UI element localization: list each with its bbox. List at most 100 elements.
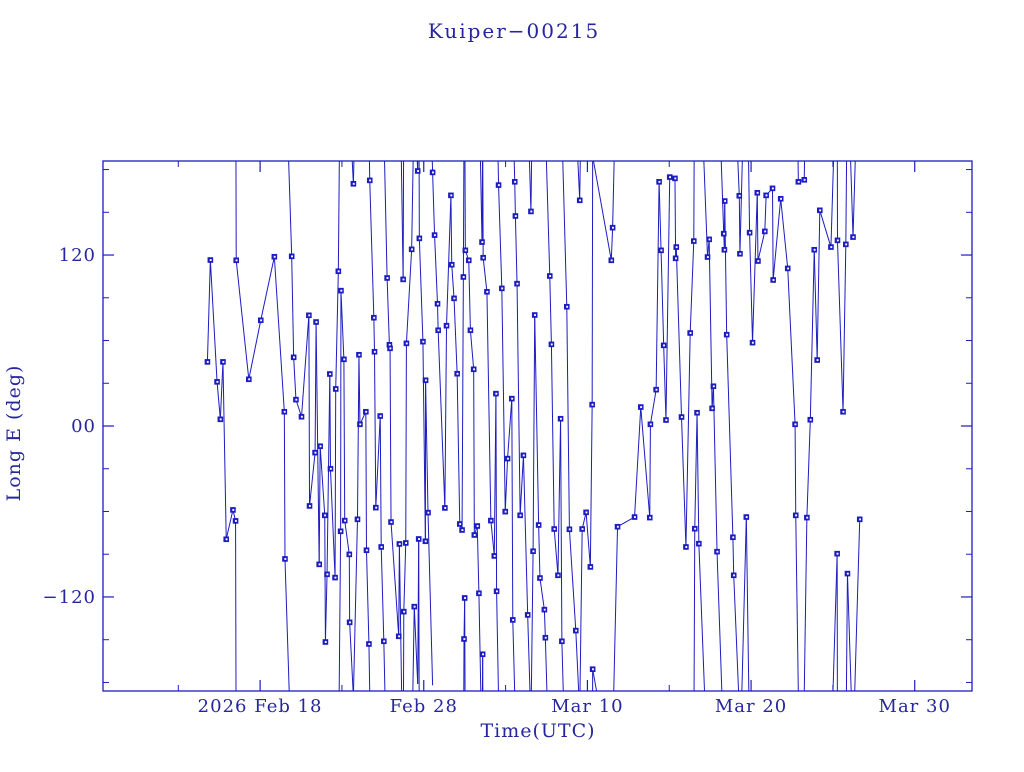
data-point-marker-center [685, 546, 687, 548]
data-point-marker-center [343, 358, 345, 360]
data-point-marker-center [490, 520, 492, 522]
data-point-marker-center [284, 411, 286, 413]
data-point-marker-center [804, 179, 806, 181]
data-point-marker-center [368, 643, 370, 645]
data-point-marker-center [847, 573, 849, 575]
x-axis-label: Time(UTC) [480, 720, 595, 742]
data-point-marker-center [669, 176, 671, 178]
data-point-marker-center [512, 619, 514, 621]
data-point-marker-center [650, 423, 652, 425]
data-point-marker-center [810, 419, 812, 421]
data-point-marker-center [690, 332, 692, 334]
data-point-marker-center [766, 194, 768, 196]
data-point-marker-center [334, 577, 336, 579]
data-point-marker-center [398, 635, 400, 637]
data-point-marker-center [539, 577, 541, 579]
data-point-marker-center [425, 540, 427, 542]
data-point-marker-center [764, 230, 766, 232]
data-point-marker-center [390, 521, 392, 523]
data-point-marker-center [419, 237, 421, 239]
data-point-marker-center [523, 454, 525, 456]
data-point-marker-center [794, 423, 796, 425]
data-point-marker-center [569, 528, 571, 530]
data-point-marker-center [554, 528, 556, 530]
data-point-marker-center [549, 275, 551, 277]
data-point-marker-center [712, 407, 714, 409]
x-tick-label: 2026 Feb 18 [198, 696, 323, 717]
axis-ticks [103, 161, 972, 691]
data-point-marker-center [369, 179, 371, 181]
data-point-marker-center [451, 264, 453, 266]
data-point-marker-center [575, 630, 577, 632]
data-point-marker-center [453, 297, 455, 299]
data-point-marker-center [403, 278, 405, 280]
data-point-marker-center [326, 573, 328, 575]
data-point-marker-center [709, 238, 711, 240]
data-point-marker-center [837, 239, 839, 241]
data-point-marker-center [749, 232, 751, 234]
data-point-marker-center [319, 563, 321, 565]
data-point-marker-center [495, 393, 497, 395]
data-point-marker-center [739, 195, 741, 197]
data-point-marker-center [681, 416, 683, 418]
data-point-marker-center [478, 592, 480, 594]
data-point-marker-center [207, 361, 209, 363]
data-point-marker-center [320, 445, 322, 447]
data-point-marker-center [713, 385, 715, 387]
data-point-marker-center [210, 259, 212, 261]
data-point-marker-center [381, 546, 383, 548]
data-point-marker-center [507, 458, 509, 460]
data-point-marker-center [284, 558, 286, 560]
data-point-marker-center [432, 171, 434, 173]
data-point-marker-center [474, 534, 476, 536]
data-point-marker-center [773, 279, 775, 281]
data-point-marker-center [226, 538, 228, 540]
data-point-marker-center [582, 528, 584, 530]
data-point-marker-center [534, 314, 536, 316]
data-point-marker-center [411, 248, 413, 250]
data-point-marker-center [845, 243, 847, 245]
data-point-marker-center [403, 611, 405, 613]
data-point-marker-center [561, 640, 563, 642]
data-point-marker-center [486, 291, 488, 293]
data-point-marker-center [716, 551, 718, 553]
data-point-marker-center [274, 256, 276, 258]
data-point-marker-center [373, 317, 375, 319]
data-point-marker-center [693, 240, 695, 242]
data-point-marker-center [293, 356, 295, 358]
data-point-marker-center [696, 412, 698, 414]
data-point-marker-center [501, 287, 503, 289]
data-point-marker-center [365, 411, 367, 413]
x-tick-label: Mar 30 [879, 696, 951, 717]
data-point-marker-center [746, 516, 748, 518]
data-point-marker-center [649, 517, 651, 519]
data-point-marker-center [325, 641, 327, 643]
data-point-marker-center [324, 514, 326, 516]
data-point-marker-center [739, 253, 741, 255]
data-point-marker-center [383, 640, 385, 642]
data-series [205, 0, 863, 768]
data-point-marker-center [640, 406, 642, 408]
data-point-marker-center [658, 181, 660, 183]
data-point-marker-center [399, 543, 401, 545]
data-point-marker-center [723, 233, 725, 235]
data-point-marker-center [418, 538, 420, 540]
data-point-marker-center [427, 512, 429, 514]
data-point-marker-center [387, 277, 389, 279]
data-point-marker-center [434, 234, 436, 236]
data-point-marker-center [732, 536, 734, 538]
data-point-marker-center [481, 241, 483, 243]
data-point-marker-center [733, 574, 735, 576]
data-point-marker-center [406, 342, 408, 344]
data-point-marker-center [349, 553, 351, 555]
data-point-marker-center [463, 276, 465, 278]
data-point-marker-center [579, 199, 581, 201]
data-point-marker-center [444, 507, 446, 509]
data-point-marker-center [301, 416, 303, 418]
data-point-marker-center [309, 505, 311, 507]
data-point-marker-center [514, 181, 516, 183]
data-point-marker-center [498, 184, 500, 186]
